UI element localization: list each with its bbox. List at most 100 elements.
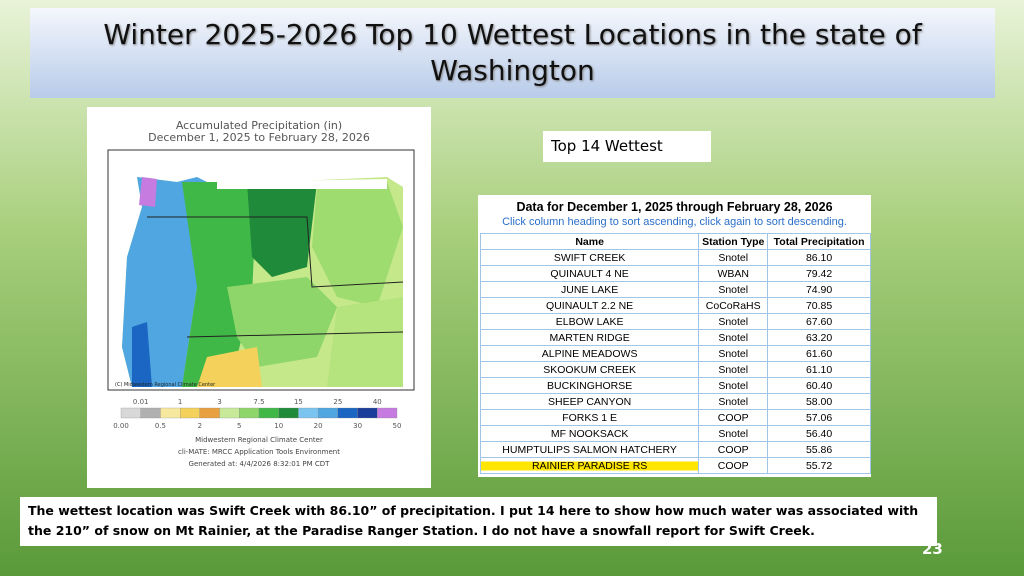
- cell-text: RAINIER PARADISE RS: [531, 459, 648, 472]
- map-panel: Accumulated Precipitation (in) December …: [87, 107, 431, 488]
- title: Winter 2025-2026 Top 10 Wettest Location…: [30, 8, 995, 98]
- cell-text: FORKS 1 E: [562, 411, 618, 424]
- table-cell: 74.90: [767, 281, 871, 298]
- table-row: FORKS 1 E COOP 57.06: [479, 409, 871, 426]
- legend: 0.01 1 3 7.5 15 25 400.00 0.5 2 5 10 20 30 50: [113, 398, 401, 430]
- table-cell: JUNE LAKE: [479, 281, 700, 298]
- table-row: QUINAULT 4 NE WBAN 79.42: [479, 265, 871, 282]
- cell-text: 86.10: [805, 251, 833, 264]
- table-cell: Snotel: [698, 425, 769, 442]
- legend-swatch: [377, 407, 398, 419]
- table-cell: ALPINE MEADOWS: [479, 345, 700, 362]
- cell-text: ELBOW LAKE: [555, 315, 624, 328]
- table-cell: COOP: [698, 409, 769, 426]
- table-row: HUMPTULIPS SALMON HATCHERY COOP 55.86: [479, 441, 871, 458]
- table-row: RAINIER PARADISE RS COOP 55.72: [479, 457, 871, 474]
- legend-label: 50: [393, 422, 402, 430]
- table-cell: 63.20: [767, 329, 871, 346]
- cell-text: MF NOOKSACK: [550, 427, 629, 440]
- cell-text: 55.72: [805, 459, 833, 472]
- table-cell: 67.60: [767, 313, 871, 330]
- table-cell: RAINIER PARADISE RS: [479, 457, 700, 474]
- cell-text: SKOOKUM CREEK: [543, 363, 637, 376]
- cell-text: 70.85: [805, 299, 833, 312]
- legend-label: 0.5: [155, 422, 166, 430]
- table-cell: COOP: [698, 441, 769, 458]
- legend-label: 5: [237, 422, 241, 430]
- legend-swatch: [120, 407, 141, 419]
- cell-text: JUNE LAKE: [561, 283, 619, 296]
- cell-text: QUINAULT 2.2 NE: [546, 299, 634, 312]
- legend-label: 30: [353, 422, 362, 430]
- legend-swatch: [278, 407, 299, 419]
- footer-line: Generated at: 4/4/2026 8:32:01 PM CDT: [189, 460, 331, 468]
- table-cell: QUINAULT 2.2 NE: [479, 297, 700, 314]
- table-cell: SHEEP CANYON: [479, 393, 700, 410]
- table-subtitle: Click column heading to sort ascending, …: [502, 216, 847, 228]
- cell-text: 63.20: [805, 331, 833, 344]
- map-subtitle: December 1, 2025 to February 28, 2026: [148, 131, 370, 144]
- legend-swatch: [199, 407, 220, 419]
- cell-text: 57.06: [805, 411, 833, 424]
- table-row: ELBOW LAKE Snotel 67.60: [479, 313, 871, 330]
- legend-label: 0.01: [133, 398, 149, 406]
- cell-text: ALPINE MEADOWS: [541, 347, 638, 360]
- table-row: BUCKINGHORSE Snotel 60.40: [479, 377, 871, 394]
- table-cell: Snotel: [698, 377, 769, 394]
- table-cell: SWIFT CREEK: [479, 249, 700, 266]
- cell-text: 55.86: [805, 443, 833, 456]
- cell-text: CoCoRaHS: [705, 299, 761, 312]
- table-cell: 60.40: [767, 377, 871, 394]
- legend-swatch: [179, 407, 201, 419]
- column-header: Station Type: [698, 233, 769, 250]
- caption: The wettest location was Swift Creek wit…: [20, 497, 937, 546]
- table-row: SHEEP CANYON Snotel 58.00: [479, 393, 871, 410]
- legend-label: 25: [333, 398, 342, 406]
- cell-text: Snotel: [718, 331, 749, 344]
- legend-label: 2: [198, 422, 202, 430]
- legend-label: 40: [373, 398, 382, 406]
- table-row: SKOOKUM CREEK Snotel 61.10: [479, 361, 871, 378]
- legend-swatch: [298, 407, 319, 419]
- cell-text: Snotel: [718, 251, 749, 264]
- table-cell: 61.60: [767, 345, 871, 362]
- table-cell: 58.00: [767, 393, 871, 410]
- legend-label: 20: [314, 422, 323, 430]
- cell-text: Snotel: [718, 283, 749, 296]
- column-header: Name: [479, 233, 700, 250]
- cell-text: SWIFT CREEK: [553, 251, 626, 264]
- table-cell: Snotel: [698, 313, 769, 330]
- table-cell: BUCKINGHORSE: [479, 377, 700, 394]
- column-header: Total Precipitation: [767, 233, 871, 250]
- cell-text: COOP: [717, 443, 749, 456]
- table-title: Data for December 1, 2025 through Februa…: [516, 200, 833, 214]
- table-cell: HUMPTULIPS SALMON HATCHERY: [479, 441, 700, 458]
- map-credit: (C) Midwestern Regional Climate Center: [115, 382, 216, 388]
- legend-swatch: [140, 407, 161, 419]
- legend-label: 3: [217, 398, 221, 406]
- table-row: QUINAULT 2.2 NE CoCoRaHS 70.85: [479, 297, 871, 314]
- table-cell: 70.85: [767, 297, 871, 314]
- table-row: MARTEN RIDGE Snotel 63.20: [479, 329, 871, 346]
- table-cell: COOP: [698, 457, 769, 474]
- table-cell: CoCoRaHS: [698, 297, 769, 314]
- cell-text: 60.40: [805, 379, 833, 392]
- table-cell: 61.10: [767, 361, 871, 378]
- legend-swatch: [357, 407, 378, 419]
- legend-swatch: [317, 407, 339, 419]
- legend-label: 1: [178, 398, 182, 406]
- cell-text: HUMPTULIPS SALMON HATCHERY: [502, 443, 677, 456]
- legend-swatch: [258, 407, 279, 419]
- cell-text: Snotel: [718, 427, 749, 440]
- table-row: SWIFT CREEK Snotel 86.10: [479, 249, 871, 266]
- table-cell: 79.42: [767, 265, 871, 282]
- legend-swatch: [337, 407, 358, 419]
- legend-label: 0.00: [113, 422, 129, 430]
- legend-label: 10: [274, 422, 283, 430]
- footer-line: Midwestern Regional Climate Center: [195, 436, 323, 444]
- table-cell: Snotel: [698, 345, 769, 362]
- table-cell: Snotel: [698, 329, 769, 346]
- legend-label: 15: [294, 398, 303, 406]
- cell-text: 74.90: [805, 283, 833, 296]
